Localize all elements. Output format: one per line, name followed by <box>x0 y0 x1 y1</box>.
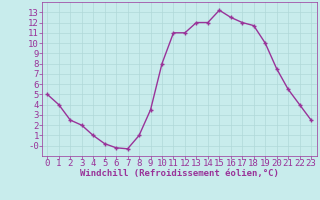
X-axis label: Windchill (Refroidissement éolien,°C): Windchill (Refroidissement éolien,°C) <box>80 169 279 178</box>
